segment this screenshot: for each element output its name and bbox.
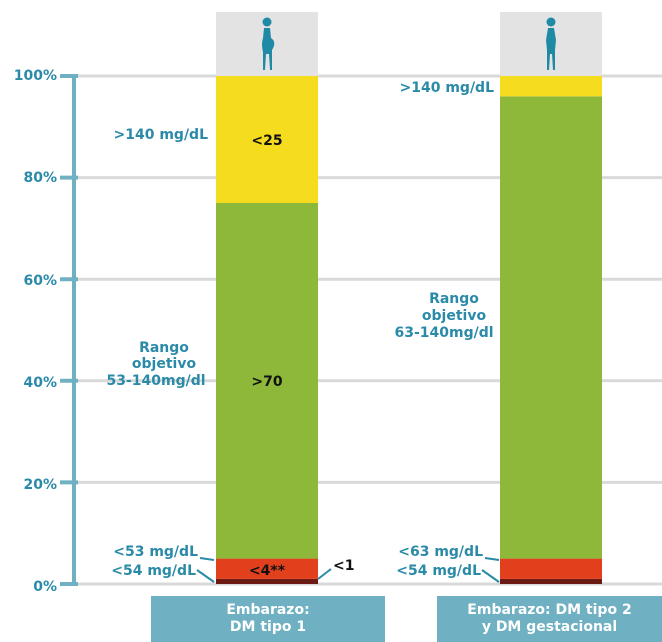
bar-2-segment-2 — [500, 558, 602, 579]
pregnant-woman-icon — [262, 17, 275, 70]
c1-low2-label: <54 mg/dL — [111, 563, 196, 579]
callout-c1-low1 — [199, 557, 215, 561]
c1-low2-value: <1 — [333, 558, 355, 574]
callout-c2-low1 — [484, 557, 500, 561]
y-tick-100: 100% — [13, 68, 57, 84]
c2-low2-label: <54 mg/dL — [396, 563, 481, 579]
c1-above-range-label: >140 mg/dL — [113, 127, 209, 143]
c1-low1-label: <53 mg/dL — [113, 544, 198, 560]
c2-target-label-3: 63-140mg/dl — [394, 325, 494, 341]
category-label-1: Embarazo: DM tipo 1 — [151, 596, 385, 642]
bar-1-segment-1 — [216, 578, 318, 584]
c2-low1-label: <63 mg/dL — [398, 544, 483, 560]
bar-2-segment-3 — [500, 96, 602, 559]
y-axis — [60, 74, 78, 586]
c1-target-label-3: 53-140mg/dl — [106, 373, 206, 389]
callout-c1-one — [317, 568, 332, 580]
callout-c1-low2 — [196, 569, 215, 583]
bars — [216, 76, 602, 584]
category-label-2: Embarazo: DM tipo 2 y DM gestacional — [437, 596, 662, 642]
callout-c2-low2 — [481, 569, 500, 583]
c2-target-label-2: objetivo — [421, 308, 487, 324]
y-tick-20: 20% — [23, 477, 57, 493]
bar-1-segment-4 — [216, 76, 318, 203]
y-tick-0: 0% — [33, 579, 57, 595]
bar-2-segment-4 — [500, 76, 602, 97]
y-tick-60: 60% — [23, 273, 57, 289]
c1-above-value: <25 — [251, 133, 283, 149]
bar-2-segment-1 — [500, 578, 602, 584]
woman-icon — [546, 17, 556, 70]
c2-above-range-label: >140 mg/dL — [399, 80, 495, 96]
c1-target-label-2: objetivo — [131, 356, 197, 372]
c1-target-value: >70 — [251, 374, 283, 390]
c1-target-label-1: Rango — [139, 340, 189, 356]
callout-lines — [196, 557, 500, 583]
c1-low1-value: <4** — [248, 563, 286, 579]
bar-1-segment-3 — [216, 203, 318, 559]
icons — [216, 12, 602, 76]
y-tick-40: 40% — [23, 375, 57, 391]
y-tick-80: 80% — [23, 170, 57, 186]
bar-1-segment-2 — [216, 558, 318, 579]
c2-target-label-1: Rango — [429, 291, 479, 307]
